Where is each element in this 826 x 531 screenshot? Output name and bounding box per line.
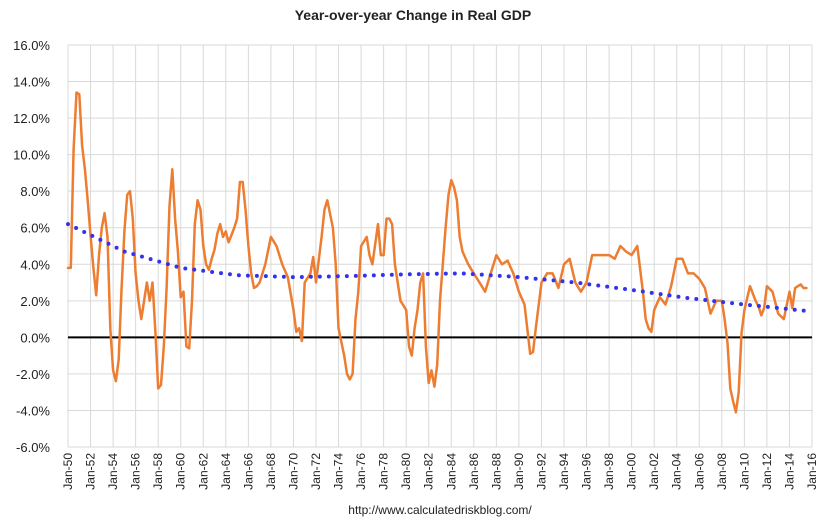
- x-tick-label: Jan-12: [760, 453, 774, 490]
- y-tick-label: 10.0%: [13, 148, 50, 163]
- x-tick-label: Jan-86: [467, 453, 481, 490]
- y-tick-label: -6.0%: [16, 440, 50, 455]
- x-tick-label: Jan-90: [512, 453, 526, 490]
- x-tick-label: Jan-00: [625, 453, 639, 490]
- y-tick-label: 2.0%: [20, 294, 50, 309]
- x-tick-label: Jan-62: [196, 453, 210, 490]
- y-tick-label: 0.0%: [20, 330, 50, 345]
- x-tick-label: Jan-14: [782, 453, 796, 490]
- x-tick-label: Jan-56: [129, 453, 143, 490]
- chart-title: Year-over-year Change in Real GDP: [295, 7, 532, 23]
- trend-line: [66, 222, 809, 313]
- x-tick-label: Jan-02: [647, 453, 661, 490]
- x-tick-label: Jan-70: [286, 453, 300, 490]
- x-tick-label: Jan-66: [241, 453, 255, 490]
- x-tick-label: Jan-80: [399, 453, 413, 490]
- x-tick-label: Jan-78: [377, 453, 391, 490]
- x-tick-label: Jan-04: [670, 453, 684, 490]
- source: http://www.calculatedriskblog.com/: [348, 503, 532, 517]
- y-tick-label: 12.0%: [13, 111, 50, 126]
- y-tick-label: 8.0%: [20, 184, 50, 199]
- x-tick-label: Jan-54: [106, 453, 120, 490]
- x-tick-label: Jan-68: [264, 453, 278, 490]
- x-tick-label: Jan-10: [737, 453, 751, 490]
- x-tick-label: Jan-60: [174, 453, 188, 490]
- y-tick-label: 16.0%: [13, 38, 50, 53]
- y-tick-label: 4.0%: [20, 257, 50, 272]
- y-tick-label: -4.0%: [16, 403, 50, 418]
- x-tick-label: Jan-88: [489, 453, 503, 490]
- y-tick-label: 14.0%: [13, 75, 50, 90]
- y-tick-label: 6.0%: [20, 221, 50, 236]
- x-tick-label: Jan-76: [354, 453, 368, 490]
- x-tick-label: Jan-16: [805, 453, 819, 490]
- y-tick-label: -2.0%: [16, 367, 50, 382]
- x-tick-label: Jan-94: [557, 453, 571, 490]
- x-tick-label: Jan-58: [151, 453, 165, 490]
- series-line: [66, 91, 808, 414]
- x-tick-label: Jan-96: [580, 453, 594, 490]
- x-tick-label: Jan-06: [692, 453, 706, 490]
- x-tick-label: Jan-64: [219, 453, 233, 490]
- x-tick-label: Jan-72: [309, 453, 323, 490]
- x-tick-label: Jan-98: [602, 453, 616, 490]
- x-tick-label: Jan-74: [332, 453, 346, 490]
- x-tick-label: Jan-92: [534, 453, 548, 490]
- x-tick-label: Jan-84: [444, 453, 458, 490]
- x-tick-label: Jan-08: [715, 453, 729, 490]
- x-tick-label: Jan-50: [61, 453, 75, 490]
- x-tick-label: Jan-82: [422, 453, 436, 490]
- x-tick-label: Jan-52: [84, 453, 98, 490]
